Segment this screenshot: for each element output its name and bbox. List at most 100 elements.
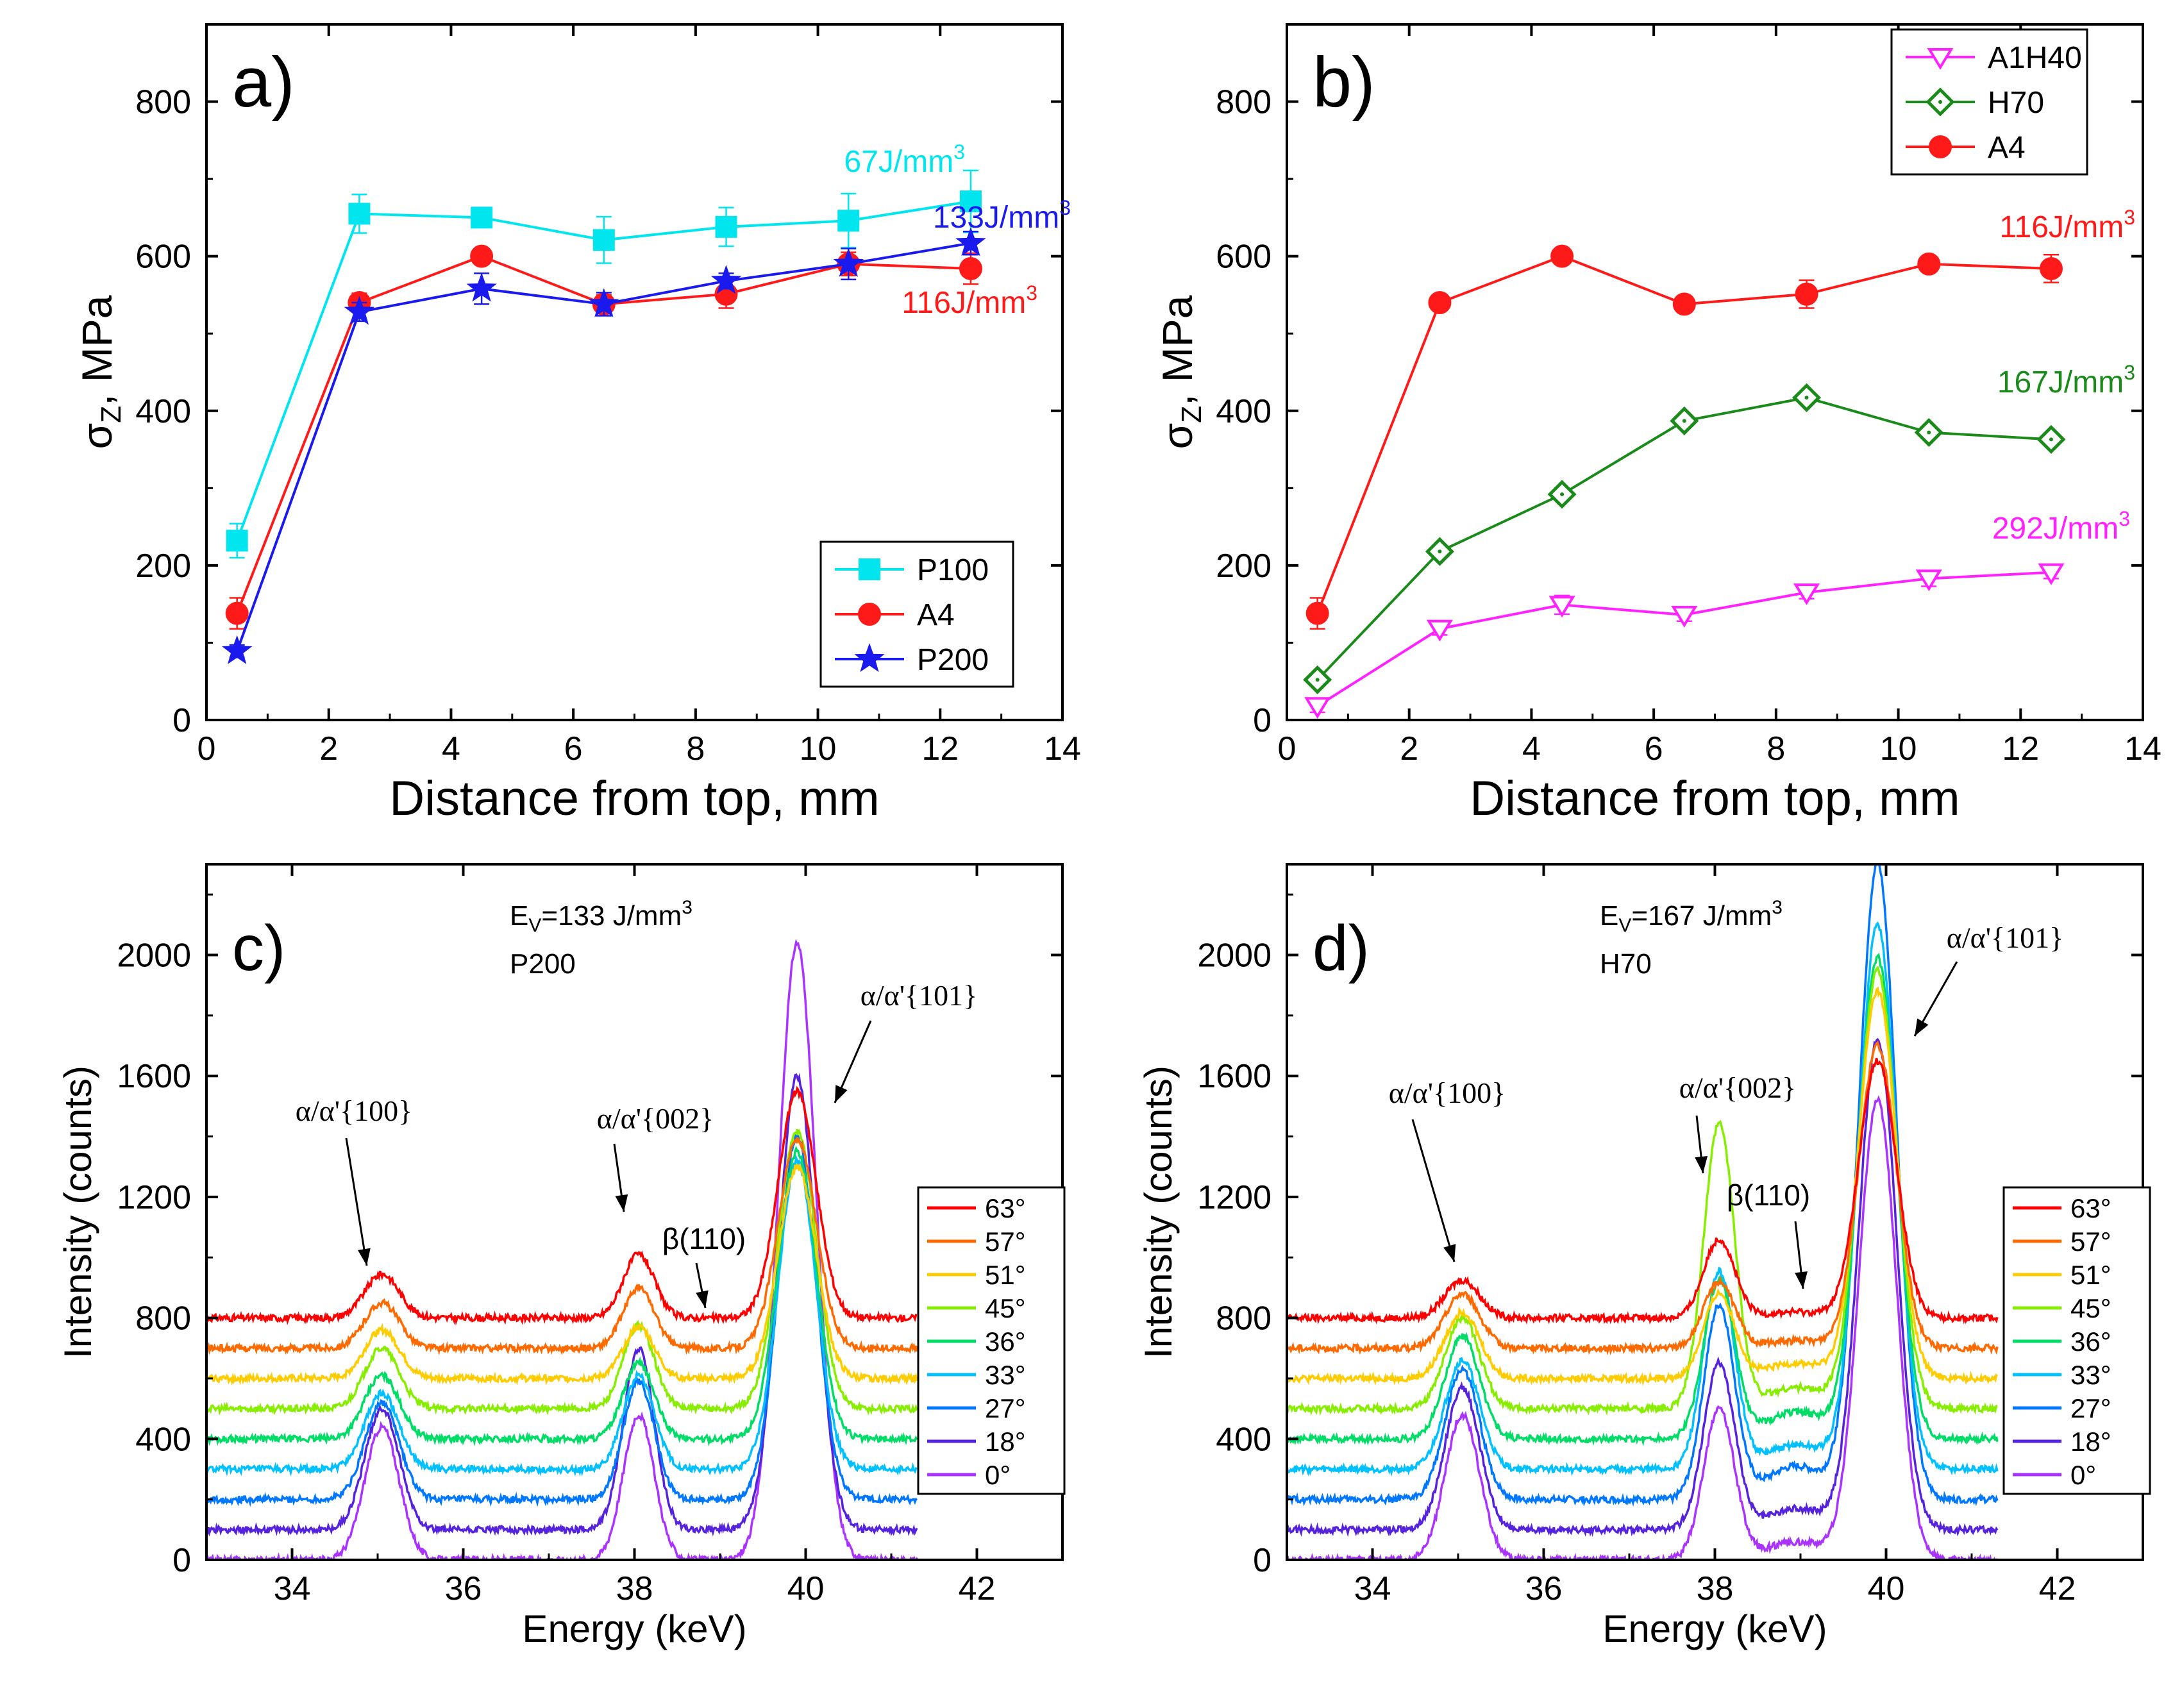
data-point-A1H40 (1915, 569, 1942, 592)
legend-label: 57° (2070, 1227, 2111, 1257)
legend-label: 18° (2070, 1427, 2111, 1457)
data-point-A4 (959, 256, 982, 280)
legend-label: P200 (917, 643, 989, 677)
peak-label: α/α'{101} (860, 979, 977, 1012)
data-point-P200 (222, 635, 253, 664)
y-tick-label: 1600 (117, 1058, 191, 1095)
peak-arrow-head (835, 1085, 848, 1103)
data-point-P200 (710, 265, 742, 294)
spectrum-36° (206, 1145, 918, 1447)
y-tick-label: 0 (172, 702, 191, 739)
data-point-P200 (344, 296, 375, 325)
energy-annotation: 292J/mm3 (1992, 507, 2130, 546)
panel-a: 0 2 4 6 8 10 12 14 0 200 400 600 800 Distance from to… (73, 23, 1081, 826)
x-tick-label: 40 (1868, 1570, 1905, 1607)
y-tick-label: 1600 (1197, 1058, 1271, 1095)
legend-label: 18° (985, 1427, 1026, 1457)
peak-label: α/α'{002} (597, 1102, 714, 1135)
x-tick-label: 34 (1354, 1570, 1391, 1607)
x-tick-label: 2 (1400, 730, 1418, 767)
data-point-P100 (471, 206, 493, 229)
y-axis-label-subscript: Z (96, 406, 127, 423)
data-point-P200 (833, 247, 864, 277)
data-point-A4 (225, 601, 249, 625)
energy-annotation: 167J/mm3 (1997, 361, 2135, 399)
header-value: =167 J/mm (1631, 900, 1772, 932)
legend-label: A4 (1988, 131, 2026, 165)
x-tick-label: 0 (197, 730, 216, 767)
energy-annotation-sup: 3 (2124, 361, 2135, 384)
panel-d: 34 36 38 40 42 0 400 800 1200 1600 2000 Energy (keV… (1137, 863, 2151, 1650)
energy-annotation-text: 292J/mm (1992, 512, 2119, 546)
x-tick-label: 4 (442, 730, 460, 767)
legend-label: 36° (985, 1327, 1026, 1357)
y-tick-label: 1200 (1197, 1179, 1271, 1216)
data-point-P200 (466, 272, 497, 302)
header-symbol: E (1600, 900, 1618, 932)
legend-label: 0° (985, 1460, 1011, 1490)
data-point-A4 (1672, 292, 1696, 316)
spectrum-27° (206, 1131, 918, 1507)
sample-name: H70 (1600, 948, 1652, 980)
data-point-A1H40 (1793, 583, 1820, 605)
legend-label: H70 (1988, 86, 2044, 120)
energy-annotation-text: 167J/mm (1997, 365, 2124, 399)
peak-label: α/α'{100} (296, 1094, 412, 1127)
spectrum-33° (1287, 921, 1999, 1477)
panel-label: d) (1313, 912, 1370, 984)
y-axis-label: σZ, MPa (73, 295, 127, 449)
spectrum-51° (1287, 986, 1999, 1386)
data-point-P100 (959, 190, 982, 213)
legend-label: 0° (2070, 1460, 2096, 1490)
peak-arrow-head (696, 1290, 709, 1308)
peak-arrow (1411, 1119, 1456, 1262)
data-point-P100 (837, 210, 860, 232)
peak-arrow-head (1695, 1156, 1708, 1173)
x-tick-label: 0 (1278, 730, 1297, 767)
energy-annotation: 133J/mm3 (933, 196, 1071, 235)
data-point-A4 (1917, 252, 1941, 276)
x-tick-label: 42 (959, 1570, 996, 1607)
spectrum-0° (206, 939, 918, 1560)
spectrum-33° (206, 1154, 918, 1477)
x-axis-label: Energy (keV) (1602, 1607, 1827, 1650)
panel-label: c) (232, 912, 285, 984)
y-tick-label: 2000 (117, 937, 191, 975)
legend-label: P100 (917, 553, 989, 587)
y-axis-label: σZ, MPa (1154, 295, 1207, 449)
y-tick-label: 600 (1216, 239, 1271, 276)
y-axis-label: Intensity (counts) (56, 1066, 99, 1359)
spectrum-51° (206, 1162, 918, 1386)
legend: 63° 57°51°45° 36°33°27° 18°0° (917, 1186, 1066, 1495)
y-tick-label: 200 (1216, 548, 1271, 585)
legend-label: 63° (985, 1193, 1026, 1223)
legend-label: 33° (985, 1360, 1026, 1390)
x-tick-label: 14 (2124, 730, 2161, 767)
spectrum-45° (1287, 966, 1998, 1416)
y-axis-label: Intensity (counts) (1137, 1066, 1180, 1359)
peak-label: β(110) (1727, 1178, 1810, 1212)
legend-marker-A4 (1929, 135, 1952, 158)
x-tick-label: 38 (616, 1570, 653, 1607)
y-tick-label: 400 (1216, 393, 1271, 430)
legend-label: 33° (2070, 1360, 2111, 1390)
panel-b: 0 2 4 6 8 10 12 14 0 200 400 600 800 Distance from to… (1154, 23, 2161, 826)
data-point-A1H40 (1426, 619, 1453, 642)
legend-marker-P100 (859, 558, 880, 580)
legend-label: 63° (2070, 1193, 2111, 1223)
header-value: =133 J/mm (541, 900, 682, 932)
panel-label: a) (232, 43, 295, 122)
energy-annotation-sup: 3 (2119, 507, 2130, 530)
data-point-P100 (592, 229, 615, 251)
legend-label: 57° (985, 1227, 1026, 1257)
spectrum-63° (1287, 1058, 1999, 1325)
energy-annotation-text: 133J/mm (933, 201, 1059, 235)
data-point-P100 (348, 203, 371, 225)
header-superscript: 3 (682, 897, 692, 918)
y-tick-label: 400 (1216, 1421, 1271, 1458)
x-tick-label: 4 (1522, 730, 1541, 767)
peak-label: α/α'{100} (1389, 1076, 1506, 1109)
data-point-A4 (1305, 601, 1329, 625)
x-tick-label: 6 (564, 730, 583, 767)
